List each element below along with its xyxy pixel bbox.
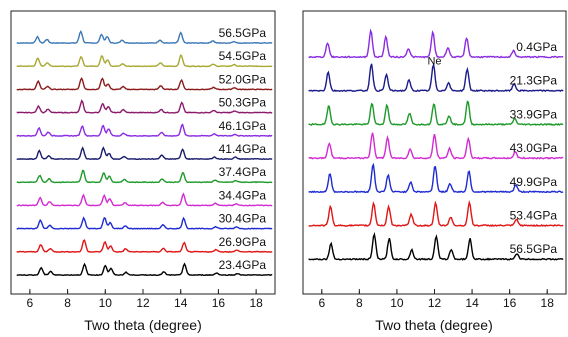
xrd-curve-0.4GPa: [308, 28, 564, 59]
x-tick-label: 14: [174, 296, 188, 310]
xrd-curve-30.4GPa: [16, 216, 273, 230]
x-tick-label: 16: [503, 296, 517, 310]
xrd-curve-56.5GPa: [16, 30, 273, 45]
series-label: 56.5GPa: [510, 242, 558, 256]
xrd-curve-53.4GPa: [308, 199, 564, 228]
series-label: 53.4GPa: [510, 209, 558, 223]
x-tick-label: 12: [136, 296, 150, 310]
right-panel: 0.4GPa 21.3GPa 33.9GPa 43.0GPa 49.9GPa 53.4GP…: [302, 10, 567, 333]
series-label: 49.9GPa: [510, 175, 558, 189]
right-x-axis-label: Two theta (degree): [375, 317, 493, 333]
right-series-labels: 0.4GPa 21.3GPa 33.9GPa 43.0GPa 49.9GPa 53.4GP…: [510, 40, 558, 256]
x-tick-label: 14: [465, 296, 479, 310]
left-curves: [16, 30, 273, 277]
ne-annotation: Ne: [427, 56, 441, 68]
x-tick-label: 18: [541, 296, 555, 310]
x-tick-label: 10: [390, 296, 404, 310]
right-curves: [308, 28, 564, 261]
xrd-curve-37.4GPa: [16, 169, 273, 184]
left-x-ticks: 6 8 10 12 14 16 18: [27, 289, 263, 310]
x-tick-label: 12: [428, 296, 442, 310]
x-tick-label: 6: [318, 296, 325, 310]
xrd-curve-49.9GPa: [308, 162, 564, 194]
x-tick-label: 8: [64, 296, 71, 310]
xrd-curve-52.0GPa: [16, 77, 273, 91]
series-label: 37.4GPa: [219, 165, 267, 179]
x-tick-label: 16: [212, 296, 226, 310]
xrd-curve-21.3GPa: [308, 62, 564, 93]
xrd-curve-43.0GPa: [308, 132, 564, 160]
xrd-curve-23.4GPa: [16, 262, 273, 277]
x-tick-label: 6: [27, 296, 34, 310]
series-label: 52.0GPa: [219, 72, 267, 86]
xrd-curve-46.1GPa: [16, 123, 273, 137]
series-label: 23.4GPa: [219, 258, 267, 272]
series-label: 41.4GPa: [219, 142, 267, 156]
xrd-curve-26.9GPa: [16, 239, 273, 253]
series-label: 0.4GPa: [516, 40, 557, 54]
series-label: 30.4GPa: [219, 212, 267, 226]
xrd-curve-34.4GPa: [16, 192, 273, 207]
left-x-axis-label: Two theta (degree): [84, 317, 202, 333]
series-label: 43.0GPa: [510, 141, 558, 155]
series-label: 54.5GPa: [219, 49, 267, 63]
right-annotations: Ne: [427, 56, 441, 68]
x-tick-label: 8: [356, 296, 363, 310]
left-series-labels: 56.5GPa 54.5GPa 52.0GPa 50.3GPa 46.1GPa 41.4G…: [219, 26, 267, 272]
xrd-curve-54.5GPa: [16, 54, 273, 68]
xrd-curve-41.4GPa: [16, 146, 273, 161]
series-label: 33.9GPa: [510, 107, 558, 121]
series-label: 34.4GPa: [219, 188, 267, 202]
xrd-curve-50.3GPa: [16, 99, 273, 114]
series-label: 26.9GPa: [219, 235, 267, 249]
left-panel: 56.5GPa 54.5GPa 52.0GPa 50.3GPa 46.1GPa 41.4G…: [10, 10, 276, 333]
series-label: 50.3GPa: [219, 96, 267, 110]
series-label: 46.1GPa: [219, 119, 267, 133]
xrd-curve-33.9GPa: [308, 100, 564, 126]
x-tick-label: 18: [249, 296, 263, 310]
series-label: 21.3GPa: [510, 74, 558, 88]
series-label: 56.5GPa: [219, 26, 267, 40]
right-x-ticks: 6 8 10 12 14 16 18: [318, 289, 554, 310]
x-tick-label: 10: [99, 296, 113, 310]
xrd-curve-56.5GPa: [308, 231, 564, 261]
